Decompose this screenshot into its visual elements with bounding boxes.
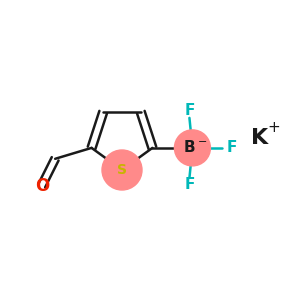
Text: K: K — [251, 128, 268, 148]
Text: +: + — [268, 119, 281, 134]
Text: B: B — [184, 140, 195, 155]
Text: O: O — [34, 177, 49, 195]
Text: S: S — [117, 163, 127, 177]
Text: −: − — [198, 137, 207, 147]
Text: F: F — [184, 103, 195, 118]
Circle shape — [102, 150, 142, 190]
Circle shape — [174, 130, 210, 166]
Text: F: F — [226, 140, 237, 155]
Text: F: F — [184, 177, 195, 192]
